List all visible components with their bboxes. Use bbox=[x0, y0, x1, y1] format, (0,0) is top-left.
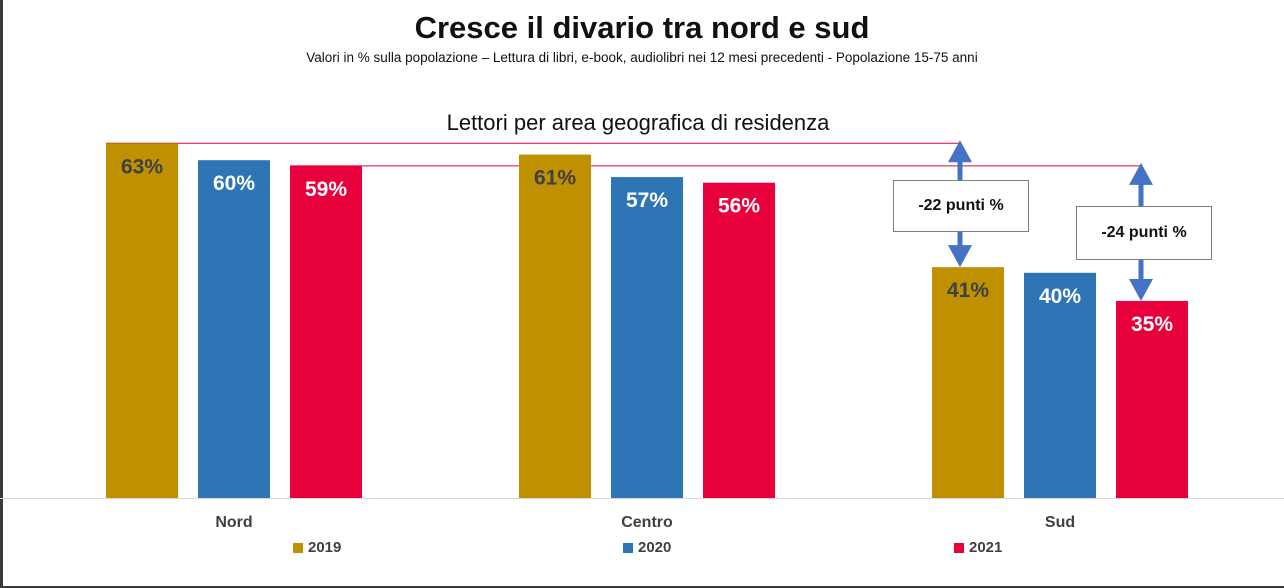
legend-item-2020: 2020 bbox=[623, 539, 671, 556]
legend-swatch-2021 bbox=[954, 542, 964, 553]
bar-sud-2020 bbox=[1024, 272, 1096, 498]
legend-item-2019: 2019 bbox=[293, 539, 341, 556]
bar-label-nord-2019: 63% bbox=[121, 155, 163, 178]
bar-label-centro-2021: 56% bbox=[718, 195, 760, 218]
gap-arrow-2021-head-up bbox=[1129, 162, 1153, 185]
bar-nord-2021 bbox=[290, 165, 362, 498]
legend-swatch-2020 bbox=[623, 542, 633, 553]
category-label-nord: Nord bbox=[215, 514, 252, 531]
gap-callout-2021: -24 punti % bbox=[1076, 206, 1212, 260]
bar-label-nord-2020: 60% bbox=[213, 172, 255, 195]
category-label-sud: Sud bbox=[1045, 514, 1075, 531]
bar-sud-2019 bbox=[932, 267, 1004, 498]
slide-left-edge bbox=[0, 0, 3, 588]
bar-nord-2019 bbox=[106, 143, 178, 498]
legend-label-2020: 2020 bbox=[638, 539, 672, 556]
legend-swatch-2019 bbox=[293, 542, 303, 553]
bar-centro-2019 bbox=[519, 154, 591, 498]
slide-bottom-edge bbox=[0, 586, 1284, 588]
bar-label-nord-2021: 59% bbox=[305, 178, 347, 201]
bar-centro-2020 bbox=[611, 177, 683, 498]
page-subtitle: Valori in % sulla popolazione – Lettura … bbox=[306, 50, 978, 65]
bar-label-sud-2021: 35% bbox=[1131, 313, 1173, 336]
bar-label-sud-2020: 40% bbox=[1039, 285, 1081, 308]
legend-label-2019: 2019 bbox=[308, 539, 342, 556]
gap-callout-2019: -22 punti % bbox=[893, 180, 1029, 232]
bar-label-centro-2019: 61% bbox=[534, 167, 576, 190]
chart-title: Lettori per area geografica di residenza bbox=[446, 110, 830, 135]
page-title: Cresce il divario tra nord e sud bbox=[414, 10, 870, 45]
bar-label-sud-2019: 41% bbox=[947, 279, 989, 302]
bar-nord-2020 bbox=[198, 160, 270, 498]
gap-callout-2021-text: -24 punti % bbox=[1101, 224, 1187, 241]
bar-centro-2021 bbox=[703, 182, 775, 498]
gap-arrow-2019-head-up bbox=[948, 140, 972, 163]
legend-label-2021: 2021 bbox=[969, 539, 1003, 556]
legend-item-2021: 2021 bbox=[954, 539, 1002, 556]
gap-arrow-2019-head-down bbox=[948, 245, 972, 268]
bar-sud-2021 bbox=[1116, 300, 1188, 498]
gap-arrow-2021-head-down bbox=[1129, 278, 1153, 301]
bar-label-centro-2020: 57% bbox=[626, 189, 668, 212]
gap-callout-2019-text: -22 punti % bbox=[918, 197, 1004, 214]
category-label-centro: Centro bbox=[621, 514, 673, 531]
